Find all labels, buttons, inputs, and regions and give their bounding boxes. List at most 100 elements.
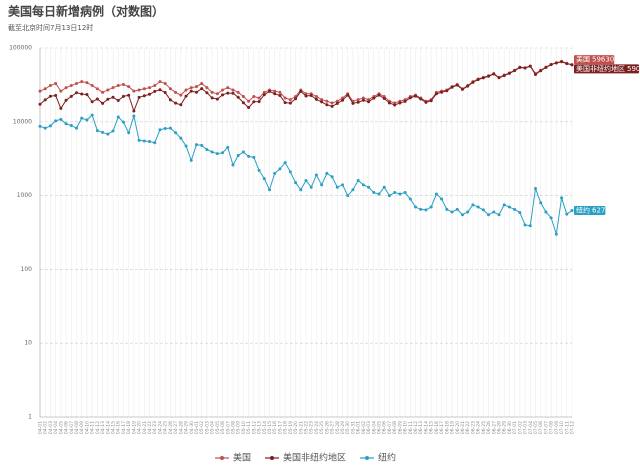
data-point: [346, 194, 350, 198]
data-point: [341, 183, 345, 187]
end-label-text: 美国非纽约地区59003: [576, 64, 640, 73]
x-tick-label: 05-19: [288, 421, 294, 434]
x-tick-label: 04-06: [64, 421, 70, 434]
data-point: [539, 69, 543, 73]
data-point: [200, 143, 204, 147]
x-tick-label: 06-09: [397, 421, 403, 434]
data-point: [43, 98, 47, 102]
data-point: [116, 115, 120, 119]
data-point: [570, 63, 574, 67]
x-tick-label: 04-20: [137, 421, 143, 434]
x-tick-label: 05-14: [262, 421, 268, 434]
x-tick-label: 07-08: [549, 421, 555, 434]
x-tick-label: 04-01: [38, 421, 44, 434]
data-point: [539, 201, 543, 205]
x-tick-label: 07-05: [533, 421, 539, 434]
x-tick-label: 06-25: [481, 421, 487, 434]
x-tick-label: 06-15: [429, 421, 435, 434]
data-point: [80, 92, 84, 96]
data-point: [189, 158, 193, 162]
data-point: [236, 95, 240, 99]
x-tick-label: 05-27: [330, 421, 336, 434]
data-point: [116, 84, 120, 88]
data-point: [513, 69, 517, 73]
data-point: [200, 87, 204, 91]
data-point: [466, 84, 470, 88]
data-point: [148, 92, 152, 96]
data-point: [273, 171, 277, 175]
data-point: [252, 95, 256, 99]
data-point: [523, 66, 527, 70]
data-point: [273, 92, 277, 96]
data-point: [106, 132, 110, 136]
data-point: [361, 96, 365, 100]
x-tick-label: 05-01: [194, 421, 200, 434]
x-tick-label: 05-31: [350, 421, 356, 434]
x-tick-label: 05-25: [319, 421, 325, 434]
x-tick-label: 06-01: [356, 421, 362, 434]
data-point: [377, 93, 381, 97]
data-point: [356, 98, 360, 102]
data-point: [111, 86, 115, 90]
x-tick-label: 05-08: [230, 421, 236, 434]
data-point: [257, 168, 261, 172]
data-point: [554, 61, 558, 65]
data-point: [85, 118, 89, 122]
data-point: [294, 181, 298, 185]
x-tick-label: 07-07: [543, 421, 549, 434]
data-point: [163, 127, 167, 131]
data-point: [174, 131, 178, 135]
end-label-text: 纽约 627: [576, 206, 605, 215]
data-point: [341, 98, 345, 102]
data-point: [69, 94, 73, 98]
x-tick-label: 04-15: [111, 421, 117, 434]
data-point: [288, 170, 292, 174]
data-point: [314, 95, 318, 99]
data-point: [471, 203, 475, 207]
data-point: [460, 87, 464, 91]
x-tick-label: 04-08: [74, 421, 80, 434]
data-point: [179, 103, 183, 107]
data-point: [127, 131, 131, 135]
data-point: [518, 211, 522, 215]
y-tick-label: 1: [28, 414, 32, 421]
end-label-box: [574, 55, 615, 65]
x-tick-label: 04-21: [142, 421, 148, 434]
data-point: [450, 210, 454, 214]
data-point: [64, 98, 68, 102]
data-point: [565, 62, 569, 66]
data-point: [210, 150, 214, 154]
x-tick-label: 06-18: [444, 421, 450, 434]
end-label-value: 59630: [592, 56, 614, 64]
x-tick-label: 04-16: [116, 421, 122, 434]
data-point: [414, 94, 418, 98]
data-point: [54, 82, 58, 86]
data-point: [189, 89, 193, 93]
y-tick-label: 100: [21, 266, 33, 273]
end-label-name: 美国非纽约地区: [576, 64, 625, 73]
data-point: [184, 88, 188, 92]
x-tick-label: 06-02: [361, 421, 367, 434]
data-point: [75, 82, 79, 86]
data-point: [85, 93, 89, 97]
data-point: [59, 117, 63, 121]
data-point: [168, 98, 172, 102]
data-point: [408, 96, 412, 100]
data-point: [455, 83, 459, 87]
data-point: [533, 186, 537, 190]
data-point: [262, 93, 266, 97]
chart-title: 美国每日新增病例（对数图）: [8, 4, 164, 19]
data-point: [419, 97, 423, 101]
x-tick-label: 06-13: [418, 421, 424, 434]
data-point: [231, 163, 235, 167]
data-point: [398, 101, 402, 105]
data-point: [445, 207, 449, 211]
end-label-box: [574, 64, 639, 74]
data-point: [367, 100, 371, 104]
data-point: [533, 72, 537, 76]
legend-label: 美国非纽约地区: [283, 452, 346, 464]
data-point: [48, 94, 52, 98]
legend-marker: [365, 456, 370, 460]
end-label-name: 美国: [576, 55, 590, 64]
